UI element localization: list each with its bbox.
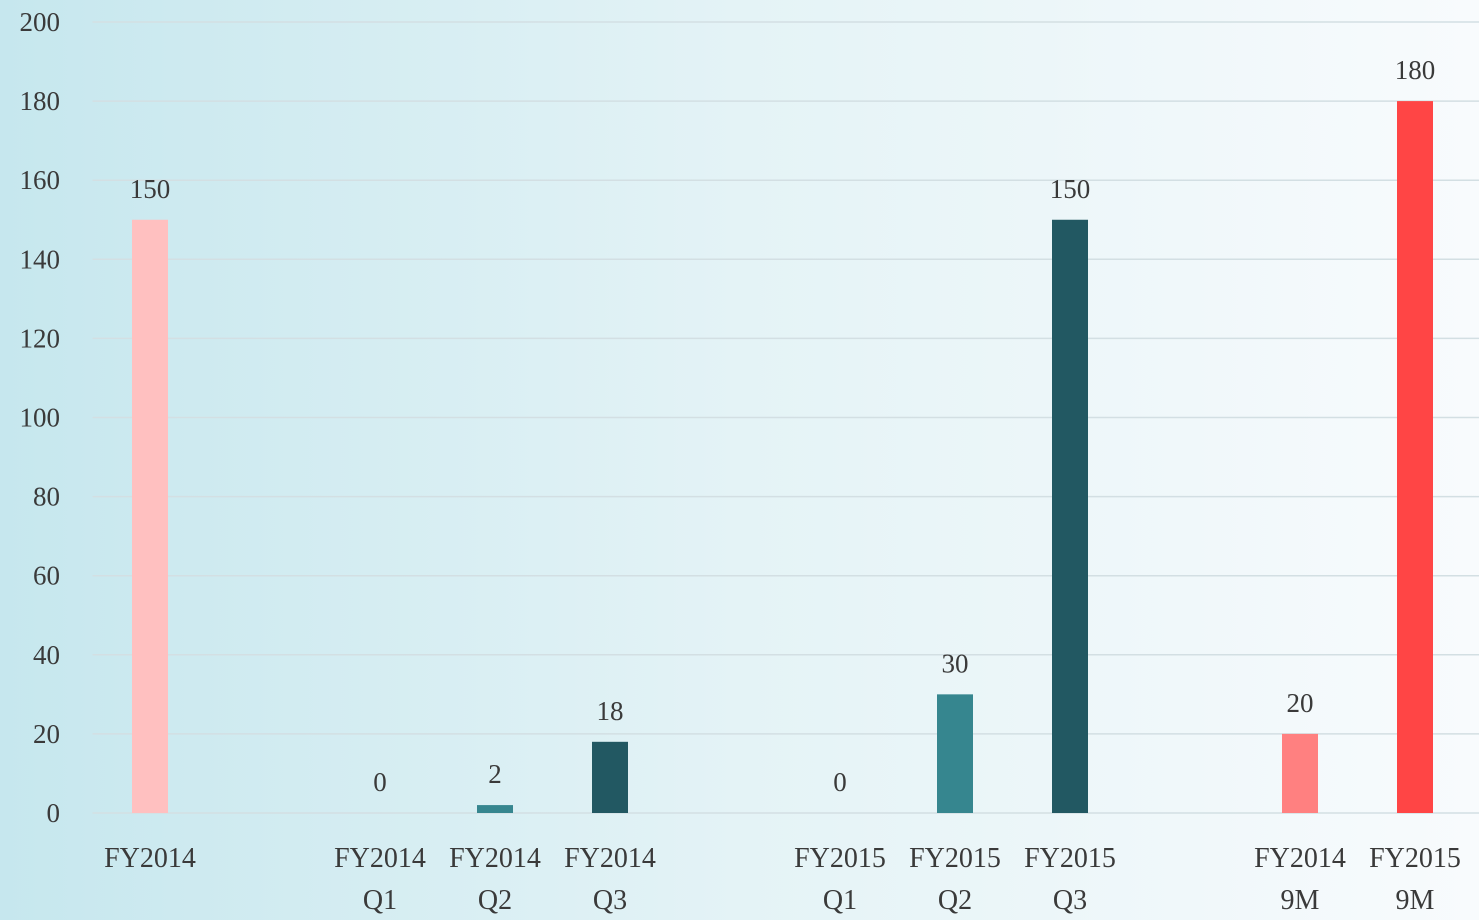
x-tick-label: FY2014 Q3 xyxy=(564,843,656,916)
bar xyxy=(1052,219,1088,813)
y-tick-label: 80 xyxy=(33,482,60,512)
value-label: 0 xyxy=(373,767,387,797)
value-label: 0 xyxy=(833,767,847,797)
x-tick-label: FY2015 Q1 xyxy=(794,843,886,916)
y-tick-label: 120 xyxy=(20,323,61,353)
x-tick-label: FY2015 9M xyxy=(1369,843,1461,916)
bar xyxy=(592,741,628,813)
x-tick-label: FY2014 Q1 xyxy=(334,843,426,916)
x-tick-label: FY2014 xyxy=(104,843,196,874)
bar xyxy=(477,805,513,813)
x-tick-label: FY2014 9M xyxy=(1254,843,1346,916)
value-label: 30 xyxy=(942,648,969,678)
bar xyxy=(132,219,168,813)
x-tick-label: FY2015 Q3 xyxy=(1024,843,1116,916)
value-label: 180 xyxy=(1395,55,1436,85)
y-tick-label: 0 xyxy=(47,798,61,828)
value-label: 150 xyxy=(130,174,171,204)
bar xyxy=(1282,733,1318,813)
x-tick-label: FY2015 Q2 xyxy=(909,843,1001,916)
y-tick-label: 40 xyxy=(33,640,60,670)
y-tick-label: 180 xyxy=(20,86,61,116)
y-tick-label: 100 xyxy=(20,403,61,433)
x-tick-label: FY2014 Q2 xyxy=(449,843,541,916)
bar xyxy=(937,694,973,813)
y-tick-label: 140 xyxy=(20,244,61,274)
y-tick-label: 200 xyxy=(20,7,61,37)
value-label: 2 xyxy=(488,759,502,789)
y-tick-label: 160 xyxy=(20,165,61,195)
value-label: 20 xyxy=(1287,688,1314,718)
bar xyxy=(1397,101,1433,814)
value-label: 150 xyxy=(1050,174,1091,204)
value-label: 18 xyxy=(597,696,624,726)
y-tick-label: 20 xyxy=(33,719,60,749)
y-tick-label: 60 xyxy=(33,561,60,591)
